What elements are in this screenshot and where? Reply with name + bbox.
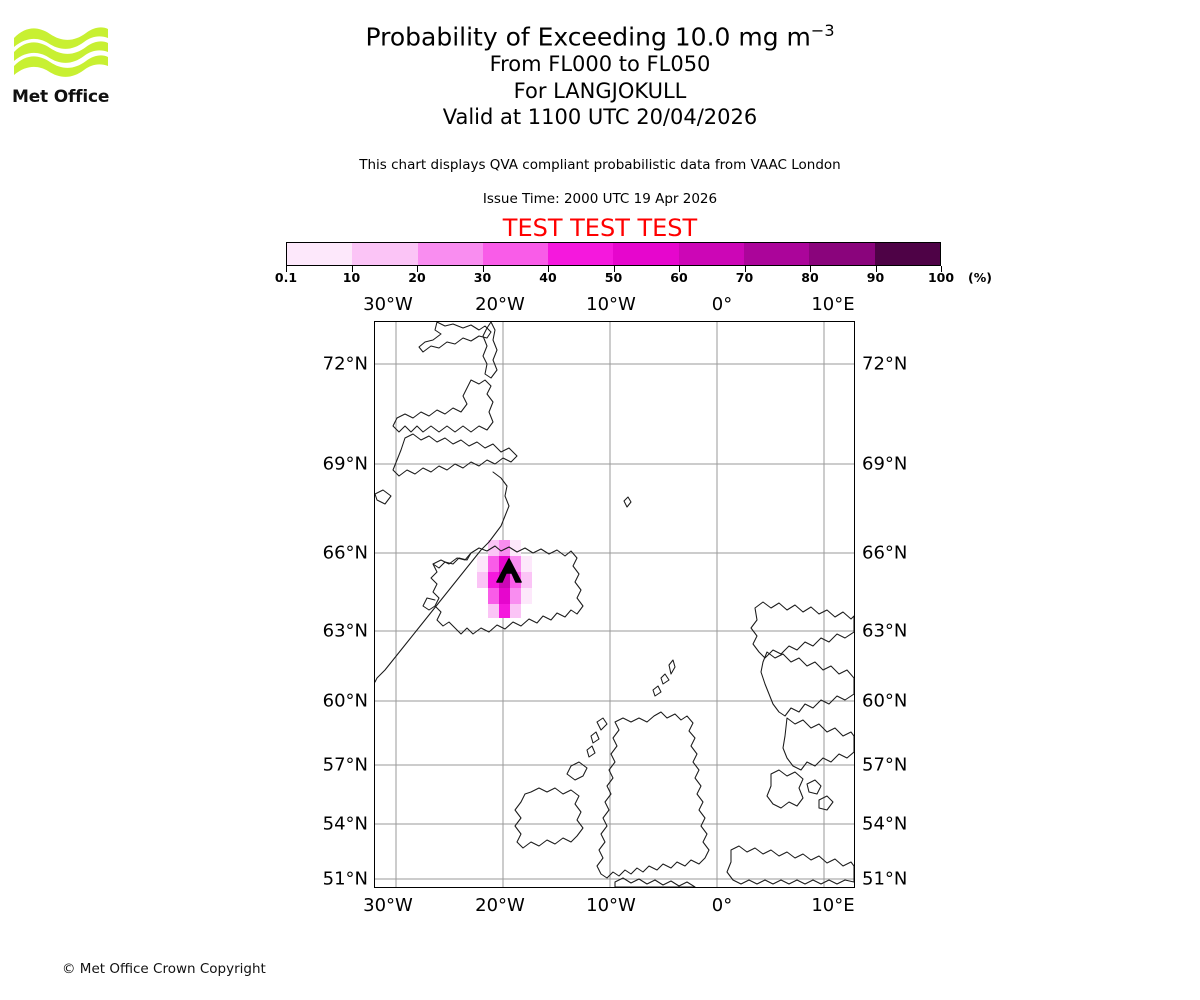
lon-label-top-2: 10°W	[586, 294, 636, 315]
colorbar-tick-5	[613, 266, 615, 272]
lat-label-left-72: 72°N	[322, 353, 368, 375]
colorbar-band-9	[874, 243, 940, 265]
lon-label-bottom-0: 30°W	[363, 895, 413, 916]
met-office-logo: Met Office	[12, 24, 112, 114]
lon-label-top-3: 0°	[711, 294, 733, 315]
colorbar-tick-0	[286, 266, 287, 272]
colorbar-band-0	[287, 243, 353, 265]
map-graphics	[375, 322, 854, 887]
lon-label-bottom-3: 0°	[711, 895, 733, 916]
lon-label-bottom-2: 10°W	[586, 895, 636, 916]
map-plot-area[interactable]	[374, 321, 855, 888]
colorbar-band-5	[613, 243, 679, 265]
colorbar-unit-label: (%)	[968, 270, 992, 285]
lat-label-left-54: 54°N	[322, 813, 368, 835]
colorbar-tick-label-10: 100	[927, 270, 955, 285]
colorbar-bands	[286, 242, 941, 266]
lat-label-left-57: 57°N	[322, 754, 368, 776]
colorbar-ticks	[286, 266, 942, 276]
colorbar-tick-labels: 0.1 10 20 30 40 50 60 70 80 90 100	[275, 270, 954, 286]
map-gridlines	[375, 322, 854, 887]
lon-label-top-4: 10°E	[811, 294, 855, 315]
colorbar-band-7	[744, 243, 810, 265]
colorbar-tick-8	[810, 266, 811, 272]
lat-label-right-72: 72°N	[862, 353, 908, 375]
chart-title-block: Probability of Exceeding 10.0 mg m−3 Fro…	[0, 21, 1200, 130]
colorbar-band-4	[548, 243, 614, 265]
colorbar-tick-label-6: 60	[670, 270, 688, 285]
lat-label-right-60: 60°N	[862, 690, 908, 712]
lon-label-bottom-1: 20°W	[475, 895, 525, 916]
lon-label-top-0: 30°W	[363, 294, 413, 315]
colorbar-tick-label-0: 0.1	[274, 270, 298, 285]
colorbar-tick-1	[351, 266, 353, 272]
colorbar-tick-label-5: 50	[604, 270, 623, 285]
met-office-wave-mark	[14, 27, 108, 77]
colorbar-tick-6	[679, 266, 680, 272]
lat-label-right-51: 51°N	[862, 868, 908, 890]
lat-label-left-51: 51°N	[322, 868, 368, 890]
colorbar-band-1	[352, 243, 418, 265]
colorbar-band-6	[678, 243, 745, 265]
colorbar-tick-2	[417, 266, 418, 272]
lat-label-right-57: 57°N	[862, 754, 908, 776]
valid-time-subtitle: Valid at 1100 UTC 20/04/2026	[442, 104, 758, 129]
volcano-subtitle: For LANGJOKULL	[513, 78, 687, 103]
lat-label-right-54: 54°N	[862, 813, 908, 835]
met-office-logo-text: Met Office	[12, 87, 110, 107]
test-banner: TEST TEST TEST	[502, 214, 698, 242]
colorbar-tick-label-7: 70	[735, 270, 754, 285]
probability-colorbar	[286, 242, 941, 266]
page-title: Probability of Exceeding 10.0 mg m−3	[0, 21, 1200, 52]
qva-compliance-note: This chart displays QVA compliant probab…	[359, 157, 841, 173]
flight-level-subtitle: From FL000 to FL050	[489, 52, 711, 77]
page-title-exponent: −3	[810, 21, 835, 40]
colorbar-tick-9	[875, 266, 877, 272]
colorbar-tick-label-1: 10	[342, 270, 361, 285]
colorbar-tick-label-2: 20	[408, 270, 426, 285]
colorbar-tick-3	[482, 266, 484, 272]
lon-label-top-1: 20°W	[475, 294, 525, 315]
lat-label-left-63: 63°N	[322, 620, 368, 642]
colorbar-band-2	[417, 243, 483, 265]
lat-label-right-63: 63°N	[862, 620, 908, 642]
colorbar-band-8	[809, 243, 875, 265]
colorbar-tick-label-8: 80	[801, 270, 819, 285]
lat-label-left-60: 60°N	[322, 690, 368, 712]
copyright-notice: © Met Office Crown Copyright	[62, 961, 266, 977]
colorbar-tick-10	[941, 266, 942, 272]
colorbar-band-3	[482, 243, 549, 265]
page-title-text: Probability of Exceeding 10.0 mg m	[365, 22, 811, 52]
colorbar-tick-label-3: 30	[473, 270, 492, 285]
colorbar-tick-label-9: 90	[866, 270, 885, 285]
colorbar-tick-7	[744, 266, 746, 272]
colorbar-tick-label-4: 40	[539, 270, 557, 285]
lat-label-left-69: 69°N	[322, 453, 368, 475]
lat-label-left-66: 66°N	[322, 542, 368, 564]
colorbar-tick-4	[548, 266, 549, 272]
lat-label-right-69: 69°N	[862, 453, 908, 475]
coastlines	[375, 322, 854, 887]
issue-time-text: Issue Time: 2000 UTC 19 Apr 2026	[482, 191, 718, 207]
lon-label-bottom-4: 10°E	[811, 895, 855, 916]
langjokull-volcano-marker[interactable]	[494, 554, 524, 586]
lat-label-right-66: 66°N	[862, 542, 908, 564]
